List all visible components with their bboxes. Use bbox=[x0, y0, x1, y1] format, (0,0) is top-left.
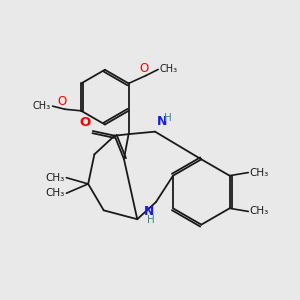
Text: H: H bbox=[147, 215, 154, 225]
Text: N: N bbox=[157, 115, 167, 128]
Text: O: O bbox=[140, 62, 149, 75]
Text: CH₃: CH₃ bbox=[250, 168, 269, 178]
Text: CH₃: CH₃ bbox=[160, 64, 178, 74]
Text: CH₃: CH₃ bbox=[45, 173, 64, 183]
Text: O: O bbox=[57, 95, 66, 108]
Text: CH₃: CH₃ bbox=[33, 101, 51, 111]
Text: O: O bbox=[79, 116, 90, 130]
Text: CH₃: CH₃ bbox=[45, 188, 64, 198]
Text: CH₃: CH₃ bbox=[250, 206, 269, 216]
Text: N: N bbox=[144, 205, 154, 218]
Text: H: H bbox=[164, 113, 172, 123]
